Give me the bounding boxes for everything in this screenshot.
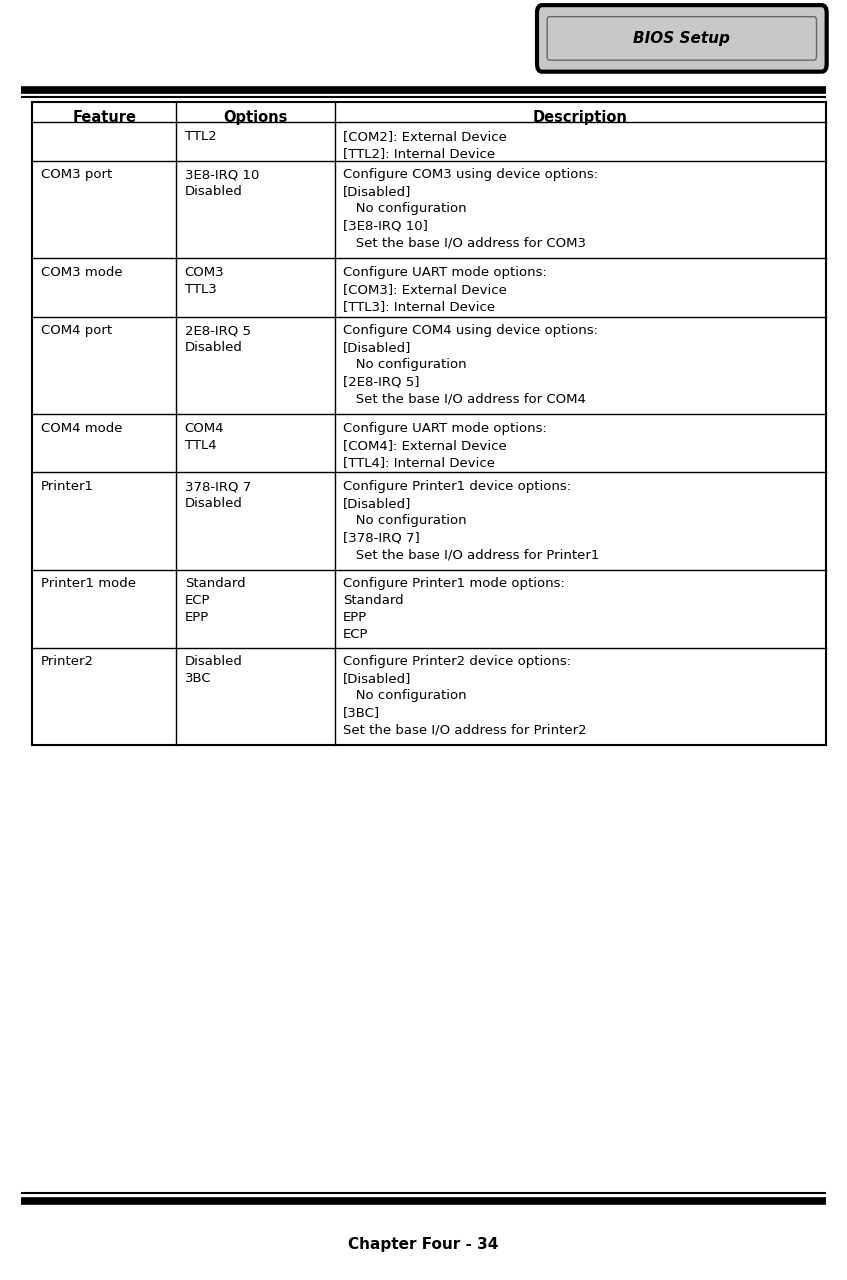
Text: Disabled
3BC: Disabled 3BC — [185, 655, 242, 685]
FancyBboxPatch shape — [537, 5, 827, 72]
Text: Printer1: Printer1 — [41, 480, 94, 493]
Text: 378-IRQ 7
Disabled: 378-IRQ 7 Disabled — [185, 480, 251, 509]
Text: TTL2: TTL2 — [185, 129, 216, 142]
Text: 2E8-IRQ 5
Disabled: 2E8-IRQ 5 Disabled — [185, 324, 251, 355]
Text: [COM2]: External Device
[TTL2]: Internal Device: [COM2]: External Device [TTL2]: Internal… — [343, 129, 507, 160]
Text: Printer2: Printer2 — [41, 655, 94, 668]
Text: Description: Description — [533, 110, 628, 125]
Text: COM3 mode: COM3 mode — [41, 266, 122, 279]
Text: 3E8-IRQ 10
Disabled: 3E8-IRQ 10 Disabled — [185, 169, 259, 198]
Text: COM3
TTL3: COM3 TTL3 — [185, 266, 224, 296]
Text: COM3 port: COM3 port — [41, 169, 112, 182]
Text: COM4 port: COM4 port — [41, 324, 112, 337]
Text: Configure UART mode options:
[COM4]: External Device
[TTL4]: Internal Device: Configure UART mode options: [COM4]: Ext… — [343, 421, 547, 468]
Text: Configure UART mode options:
[COM3]: External Device
[TTL3]: Internal Device: Configure UART mode options: [COM3]: Ext… — [343, 266, 547, 312]
Text: Configure COM3 using device options:
[Disabled]
   No configuration
[3E8-IRQ 10]: Configure COM3 using device options: [Di… — [343, 169, 598, 250]
Text: Feature: Feature — [72, 110, 136, 125]
Text: Configure Printer1 mode options:
Standard
EPP
ECP: Configure Printer1 mode options: Standar… — [343, 577, 565, 641]
Text: COM4
TTL4: COM4 TTL4 — [185, 421, 224, 452]
Text: Chapter Four - 34: Chapter Four - 34 — [348, 1236, 499, 1252]
Text: Options: Options — [223, 110, 288, 125]
FancyBboxPatch shape — [547, 17, 817, 60]
Text: BIOS Setup: BIOS Setup — [634, 31, 730, 46]
Text: Printer1 mode: Printer1 mode — [41, 577, 136, 590]
Text: Configure Printer1 device options:
[Disabled]
   No configuration
[378-IRQ 7]
  : Configure Printer1 device options: [Disa… — [343, 480, 600, 561]
Text: Standard
ECP
EPP: Standard ECP EPP — [185, 577, 246, 625]
Text: COM4 mode: COM4 mode — [41, 421, 122, 435]
Text: Configure COM4 using device options:
[Disabled]
   No configuration
[2E8-IRQ 5]
: Configure COM4 using device options: [Di… — [343, 324, 598, 406]
Text: Configure Printer2 device options:
[Disabled]
   No configuration
[3BC]
Set the : Configure Printer2 device options: [Disa… — [343, 655, 587, 736]
